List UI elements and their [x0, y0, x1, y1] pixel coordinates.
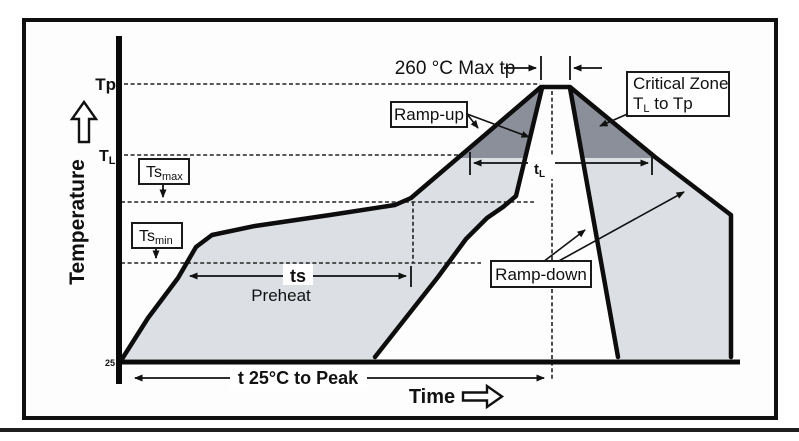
- tp-duration-marker: [504, 56, 602, 80]
- ramp-up-callout: Ramp-up: [390, 101, 530, 138]
- critical-zone-callout: Critical Zone TL to Tp: [599, 71, 730, 127]
- time-right-arrow-icon: [461, 383, 505, 410]
- ts-label-backing: [283, 264, 313, 285]
- ramp-down-arrow-short: [542, 229, 586, 263]
- origin-value-label: 25: [105, 358, 115, 368]
- preheat-label: Preheat: [251, 286, 311, 305]
- ramp-down-label: Ramp-down: [495, 265, 587, 284]
- page-divider-line: [0, 428, 799, 432]
- t-total-label-backing: [230, 366, 367, 388]
- tl-label-backing: [528, 156, 555, 179]
- axes: [116, 36, 740, 384]
- critical-zone-box: [626, 71, 730, 117]
- ramp-up-box: [390, 101, 468, 128]
- ramp-up-arrow-short: [466, 113, 479, 129]
- envelope-band-left: [122, 158, 526, 359]
- tp-tick-label: Tp: [95, 75, 116, 94]
- tl-duration-marker: tL: [469, 152, 653, 180]
- tl-duration-label: tL: [534, 161, 545, 180]
- critical-zone-label-line2: TL to Tp: [633, 94, 693, 115]
- t-total-label: t 25°C to Peak: [238, 368, 359, 388]
- ramp-down-box: [490, 260, 592, 288]
- tsmin-callout: Tsmin: [131, 222, 183, 259]
- ramp-up-label: Ramp-up: [394, 105, 464, 124]
- ramp-down-arrow-long: [556, 191, 685, 263]
- envelope-band-right: [582, 158, 731, 359]
- profile-curves: [119, 84, 734, 362]
- tsmin-box: [131, 222, 183, 249]
- tsmax-callout: Tsmax: [138, 158, 190, 198]
- tsmax-label: Tsmax: [146, 164, 183, 183]
- peak-note-label: 260 °C Max tp: [395, 58, 516, 79]
- tsmax-box: [138, 158, 190, 185]
- ts-label: ts: [290, 266, 306, 286]
- x-axis-title: Time: [409, 386, 455, 408]
- tl-tick-label: TL: [99, 148, 116, 167]
- profile-envelope-band: [122, 158, 731, 359]
- critical-zone-label-line1: Critical Zone: [633, 74, 728, 93]
- max-profile-curve: [119, 84, 734, 362]
- tsmin-label: Tsmin: [139, 228, 173, 247]
- ts-preheat-marker: ts Preheat: [189, 264, 412, 305]
- min-profile-curve: [372, 85, 621, 360]
- ramp-up-arrow-long: [466, 113, 530, 138]
- ramp-down-callout: Ramp-down: [490, 191, 685, 288]
- temperature-up-arrow-icon: [69, 99, 99, 144]
- y-axis-title: Temperature: [66, 159, 89, 285]
- t-total-marker: t 25°C to Peak: [134, 366, 545, 388]
- reference-lines: [121, 83, 553, 381]
